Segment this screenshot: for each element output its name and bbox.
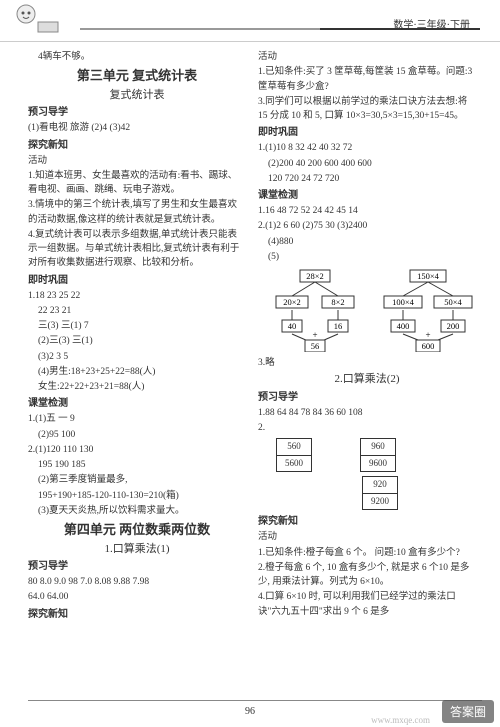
text: (4)880	[258, 235, 476, 249]
text: 1.(1)10 8 32 42 40 32 72	[258, 141, 476, 155]
page-content: 4辆车不够。 第三单元 复式统计表 复式统计表 预习导学 (1)看电视 旅游 (…	[0, 42, 500, 627]
text: 22 23 21	[28, 304, 246, 318]
activity-label: 活动	[28, 154, 246, 168]
text: (3)2 3 5	[28, 350, 246, 364]
text: 64.0 64.00	[28, 590, 246, 604]
unit3-title: 第三单元 复式统计表	[28, 66, 246, 86]
explore4-label: 探究新知	[28, 607, 246, 622]
right-column: 活动 1.已知条件:买了 3 筐草莓,每筐装 15 盒草莓。问题:3筐草莓有多少…	[258, 50, 476, 623]
text: (2)95 100	[28, 428, 246, 442]
unit3-subtitle: 复式统计表	[28, 87, 246, 104]
text: (1)看电视 旅游 (2)4 (3)42	[28, 121, 246, 135]
page-number: 96	[245, 706, 255, 717]
watermark-badge: 答案圈	[442, 700, 494, 723]
header-subject: 数学·三年级·下册	[393, 16, 470, 31]
text: 2.(1)120 110 130	[28, 443, 246, 457]
text: 4.复式统计表可以表示多组数据,单式统计表只能表示一组数据。与单式统计表相比,复…	[28, 228, 246, 271]
cell: 960	[361, 439, 395, 456]
svg-text:+: +	[312, 330, 317, 340]
text: 4.口算 6×10 时, 可以利用我们已经学过的乘法口诀"六九五十四"求出 9 …	[258, 590, 476, 619]
activity-label: 活动	[258, 530, 476, 544]
vtable-c: 920 9200	[362, 476, 398, 510]
text: (3)夏天天炎热,所以饮料需求量大。	[28, 504, 246, 518]
calc-tree-group: 28×2 20×2 8×2 40 16 + 56	[270, 268, 476, 352]
activity-label: 活动	[258, 50, 476, 64]
text: 2.(1)2 6 60 (2)75 30 (3)2400	[258, 219, 476, 233]
preview-label: 预习导学	[28, 105, 246, 120]
text: (2)第三季度销量最多,	[28, 473, 246, 487]
svg-text:28×2: 28×2	[306, 271, 324, 281]
svg-text:600: 600	[422, 341, 435, 351]
svg-text:100×4: 100×4	[392, 297, 415, 307]
text: 1.知道本班男、女生最喜欢的活动有:看书、踢球、看电视、画画、跳绳、玩电子游戏。	[28, 169, 246, 198]
text: 1.已知条件:买了 3 筐草莓,每筐装 15 盒草莓。问题:3筐草莓有多少盒?	[258, 65, 476, 94]
calc-tree-b: 150×4 100×4 50×4 400 200 + 600	[378, 268, 478, 352]
svg-text:16: 16	[334, 321, 343, 331]
page-header: 数学·三年级·下册	[0, 0, 500, 42]
text: 120 720 24 72 720	[258, 172, 476, 186]
preview4-label: 预习导学	[28, 559, 246, 574]
cell: 560	[277, 439, 311, 456]
sub2-title: 2.口算乘法(2)	[258, 371, 476, 388]
text: 3.略	[258, 356, 476, 370]
mascot-icon	[10, 2, 70, 42]
text: 2.橙子每盒 6 个, 10 盒有多少个, 就是求 6 个10 是多少, 用乘法…	[258, 561, 476, 590]
explore-label: 探究新知	[258, 514, 476, 529]
text: (5)	[258, 250, 476, 264]
svg-text:+: +	[425, 330, 430, 340]
unit4-subtitle: 1.口算乘法(1)	[28, 541, 246, 558]
text: 1.88 64 84 78 84 36 60 108	[258, 406, 476, 420]
cell: 920	[363, 477, 397, 494]
svg-text:400: 400	[397, 321, 410, 331]
text: (2)200 40 200 600 400 600	[258, 157, 476, 171]
unit4-title: 第四单元 两位数乘两位数	[28, 520, 246, 540]
text: 1.(1)五 一 9	[28, 412, 246, 426]
svg-text:8×2: 8×2	[331, 297, 344, 307]
cell: 9200	[363, 494, 397, 510]
tree-diagram-icon: 28×2 20×2 8×2 40 16 + 56	[270, 268, 360, 352]
text: 女生:22+22+23+21=88(人)	[28, 380, 246, 394]
vtable-row2: 920 9200	[358, 474, 476, 512]
vtable-row1: 560 5600 960 9600	[272, 436, 476, 474]
text: 3.同学们可以根据以前学过的乘法口诀方法去想:将 15 分成 10 和 5, 口…	[258, 95, 476, 124]
text: 三(3) 三(1) 7	[28, 319, 246, 333]
svg-text:40: 40	[288, 321, 297, 331]
text: 195+190+185-120-110-130=210(箱)	[28, 489, 246, 503]
text: 4辆车不够。	[28, 50, 246, 64]
cell: 5600	[277, 456, 311, 472]
vtable-a: 560 5600	[276, 438, 312, 472]
text: 3.情境中的第三个统计表,填写了男生和女生最喜欢的活动数据,像这样的统计表就是复…	[28, 198, 246, 227]
calc-tree-a: 28×2 20×2 8×2 40 16 + 56	[270, 268, 360, 352]
cell: 9600	[361, 456, 395, 472]
tree-diagram-icon: 150×4 100×4 50×4 400 200 + 600	[378, 268, 478, 352]
text: 1.已知条件:橙子每盒 6 个。 问题:10 盒有多少个?	[258, 546, 476, 560]
svg-text:20×2: 20×2	[283, 297, 301, 307]
explore-label: 探究新知	[28, 138, 246, 153]
class-check-label: 课堂检测	[258, 188, 476, 203]
text: 1.16 48 72 52 24 42 45 14	[258, 204, 476, 218]
preview-label: 预习导学	[258, 390, 476, 405]
text: (4)男生:18+23+25+22=88(人)	[28, 365, 246, 379]
svg-text:56: 56	[311, 341, 320, 351]
text: 1.18 23 25 22	[28, 289, 246, 303]
text: 195 190 185	[28, 458, 246, 472]
svg-text:50×4: 50×4	[444, 297, 462, 307]
footer-rule	[28, 700, 482, 701]
class-check-label: 课堂检测	[28, 396, 246, 411]
vtable-b: 960 9600	[360, 438, 396, 472]
text: 80 8.0 9.0 98 7.0 8.08 9.88 7.98	[28, 575, 246, 589]
svg-text:200: 200	[447, 321, 460, 331]
left-column: 4辆车不够。 第三单元 复式统计表 复式统计表 预习导学 (1)看电视 旅游 (…	[28, 50, 246, 623]
text: (2)三(3) 三(1)	[28, 334, 246, 348]
text: 2.	[258, 421, 476, 435]
instant-label: 即时巩固	[258, 125, 476, 140]
svg-text:150×4: 150×4	[417, 271, 440, 281]
instant-label: 即时巩固	[28, 273, 246, 288]
watermark-url: www.mxqe.com	[371, 715, 430, 725]
